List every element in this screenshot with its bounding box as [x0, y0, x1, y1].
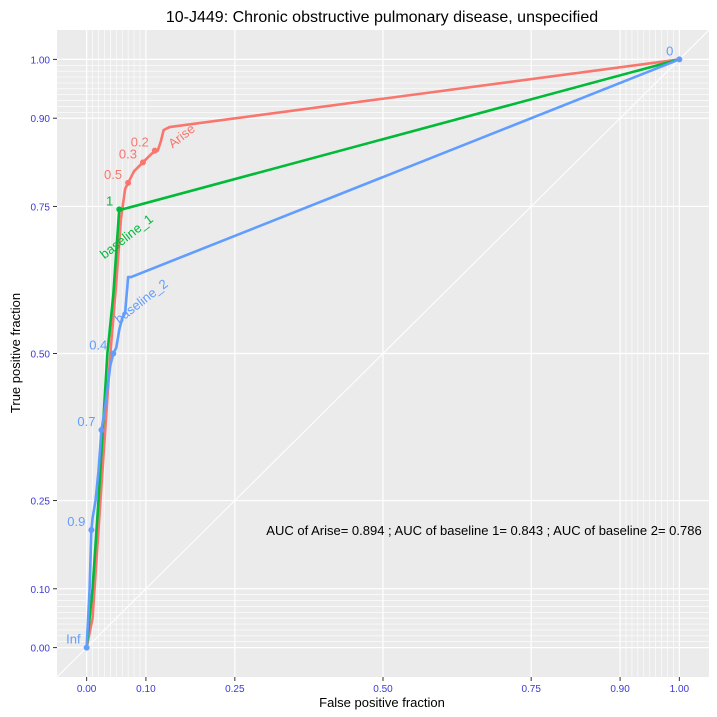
threshold-point	[125, 179, 132, 186]
y-axis-title: True positive fraction	[8, 293, 23, 413]
x-tick-label: 0.90	[610, 684, 630, 695]
y-tick-label: 1.00	[31, 55, 51, 66]
threshold-point	[139, 159, 146, 166]
threshold-label: 0.7	[77, 414, 95, 429]
x-tick-label: 0.00	[77, 684, 97, 695]
x-tick-label: 0.25	[225, 684, 245, 695]
diagonal-reference-line	[56, 29, 710, 678]
x-tick-label: 0.50	[373, 684, 393, 695]
threshold-label: 0.3	[119, 146, 137, 161]
y-tick-label: 0.75	[31, 202, 51, 213]
x-axis-ticks: 0.00 0.10 0.25 0.50 0.75 0.90 1.00	[77, 677, 690, 695]
threshold-point	[83, 644, 90, 651]
threshold-label: 0.2	[131, 135, 149, 150]
y-axis-ticks: 0.00 0.10 0.25 0.50 0.75 0.90 1.00	[31, 55, 57, 655]
y-tick-label: 0.50	[31, 350, 51, 361]
threshold-label: 1	[106, 193, 113, 208]
auc-annotation: AUC of Arise= 0.894 ; AUC of baseline 1=…	[266, 523, 701, 538]
threshold-point	[116, 206, 123, 213]
y-tick-label: 0.10	[31, 585, 51, 596]
x-tick-label: 1.00	[670, 684, 690, 695]
threshold-label: 0.4	[89, 338, 107, 353]
threshold-label: 0.5	[104, 167, 122, 182]
y-tick-label: 0.00	[31, 644, 51, 655]
x-axis-title: False positive fraction	[319, 695, 445, 710]
y-tick-label: 0.25	[31, 497, 51, 508]
threshold-point	[98, 426, 105, 433]
threshold-label: 0	[666, 43, 673, 58]
threshold-point	[151, 147, 158, 154]
y-tick-label: 0.90	[31, 114, 51, 125]
diagonal-line	[56, 29, 710, 678]
threshold-label: 0.9	[67, 514, 85, 529]
series-line-Arise	[85, 58, 680, 648]
series-line-baseline_2	[85, 58, 680, 648]
threshold-label: Inf	[66, 632, 81, 647]
grid-lines	[57, 30, 709, 677]
threshold-point	[110, 350, 117, 357]
x-tick-label: 0.10	[136, 684, 156, 695]
threshold-points	[83, 56, 683, 651]
threshold-point	[676, 56, 683, 63]
threshold-point	[88, 526, 95, 533]
x-tick-label: 0.75	[521, 684, 541, 695]
chart-title: 10-J449: Chronic obstructive pulmonary d…	[166, 9, 598, 26]
